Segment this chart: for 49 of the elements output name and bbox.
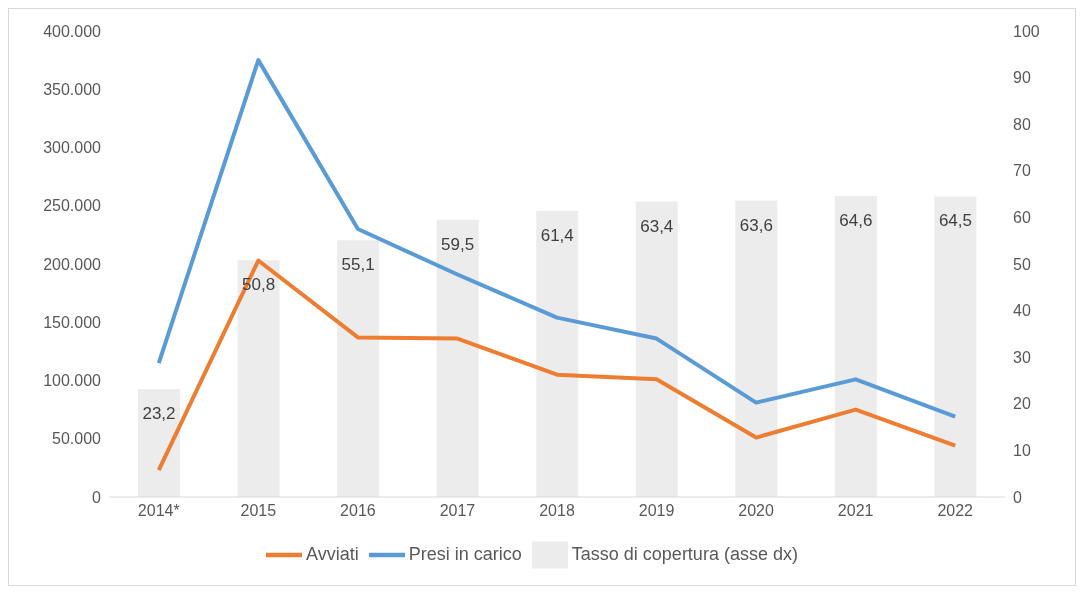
y2-tick-label: 50 [1013,255,1031,273]
y-tick-label: 400.000 [43,22,102,40]
x-tick-label: 2016 [340,502,376,520]
data-label: 23,2 [142,403,176,423]
y-tick-label: 200.000 [43,255,102,273]
y2-tick-label: 100 [1013,22,1040,40]
bar [436,219,479,497]
legend-label: Presi in carico [408,543,522,564]
y2-tick-label: 30 [1013,348,1031,366]
x-tick-label: 2017 [439,502,476,520]
y2-tick-label: 80 [1013,115,1031,133]
y2-tick-label: 60 [1013,209,1031,227]
bar [237,260,280,497]
data-label: 63,6 [739,215,773,235]
data-label: 61,4 [540,225,574,245]
y-tick-label: 100.000 [43,372,102,390]
y2-tick-label: 0 [1013,488,1022,506]
y2-tick-label: 90 [1013,69,1031,87]
y2-tick-label: 20 [1013,395,1031,413]
y2-tick-label: 10 [1013,442,1031,460]
x-tick-label: 2019 [638,502,675,520]
data-label: 59,5 [441,234,475,254]
x-tick-label: 2022 [937,502,974,520]
y-tick-label: 350.000 [43,80,102,98]
y-tick-label: 250.000 [43,197,102,215]
y2-tick-label: 70 [1013,162,1031,180]
data-label: 55,1 [341,255,375,275]
data-label: 64,6 [839,210,873,230]
y-tick-label: 300.000 [43,139,102,157]
bar [337,240,380,497]
bar [735,200,778,497]
x-tick-label: 2014* [137,502,180,520]
y-tick-label: 0 [92,488,102,506]
legend-label: Avviati [306,543,359,564]
data-label: 63,4 [640,216,674,236]
y-tick-label: 150.000 [43,313,102,331]
bar [138,388,180,497]
y-tick-label: 50.000 [52,430,102,448]
data-label: 64,5 [938,211,972,231]
bar [934,196,977,497]
y2-tick-label: 40 [1013,302,1031,320]
legend-label: Tasso di copertura (asse dx) [571,543,798,564]
bar [536,210,579,497]
bar [834,195,877,497]
x-tick-label: 2015 [240,502,277,520]
x-tick-label: 2020 [738,502,775,520]
x-tick-label: 2021 [837,502,874,520]
bar [635,201,678,497]
x-tick-label: 2018 [539,502,575,520]
